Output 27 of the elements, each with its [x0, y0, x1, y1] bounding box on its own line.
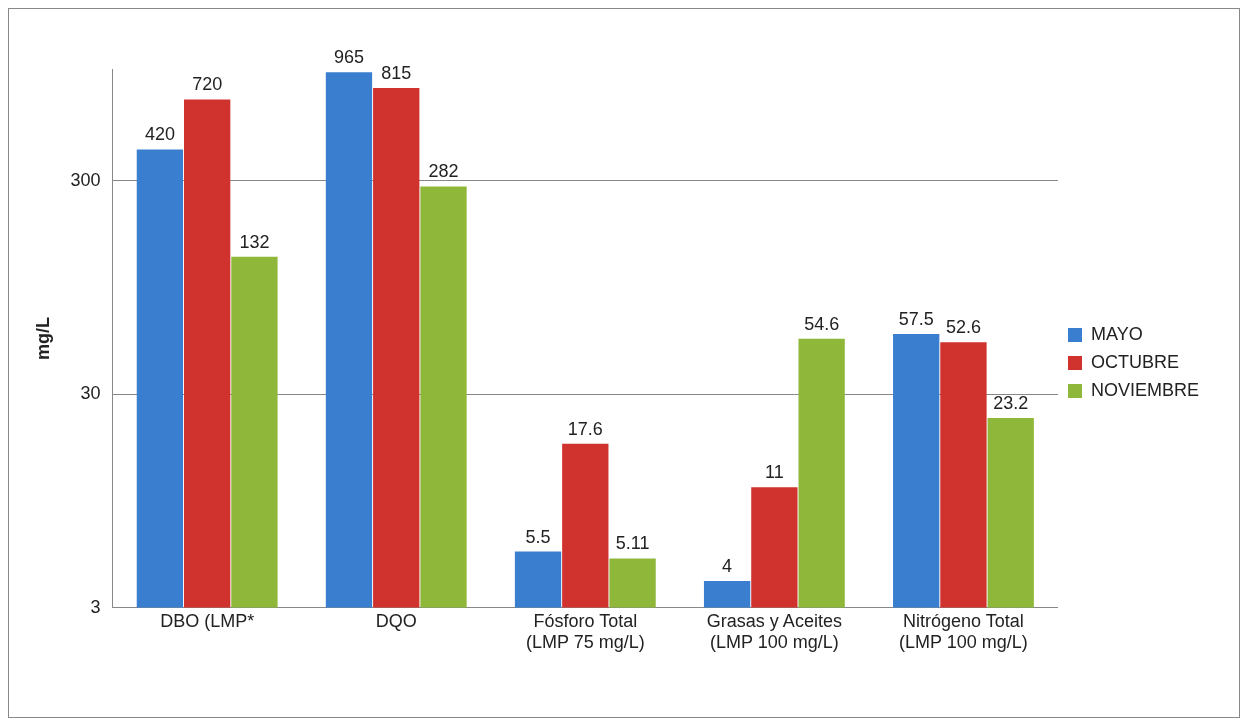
x-tick-label: DQO [375, 610, 417, 631]
y-tick-label: 30 [80, 383, 101, 404]
x-tick-label: Nitrógeno Total (LMP 100 mg/L) [899, 610, 1028, 653]
legend-label: NOVIEMBRE [1090, 379, 1200, 400]
legend-label: OCTUBRE [1090, 351, 1179, 372]
data-label: 815 [381, 62, 412, 83]
x-tick-label: Grasas y Aceites (LMP 100 mg/L) [706, 610, 842, 653]
x-tick-label: Fósforo Total (LMP 75 mg/L) [525, 610, 645, 653]
data-label: 420 [144, 124, 175, 145]
data-label: 54.6 [804, 313, 840, 334]
y-axis-title: mg/L [32, 316, 53, 360]
data-label: 132 [239, 231, 270, 252]
data-label: 52.6 [945, 317, 981, 338]
data-label: 5.5 [525, 526, 551, 547]
data-label: 965 [333, 47, 364, 68]
data-label: 11 [765, 462, 784, 483]
legend-label: MAYO [1090, 323, 1143, 344]
data-label: 57.5 [898, 308, 934, 329]
data-label: 4 [722, 556, 733, 577]
x-tick-label: DBO (LMP* [160, 610, 255, 631]
y-tick-label: 3 [90, 596, 101, 617]
data-label: 282 [428, 161, 459, 182]
data-label: 5.11 [615, 533, 650, 554]
data-label: 17.6 [567, 418, 603, 439]
data-label: 720 [192, 74, 223, 95]
data-label: 23.2 [993, 393, 1029, 414]
y-tick-label: 300 [70, 169, 101, 190]
